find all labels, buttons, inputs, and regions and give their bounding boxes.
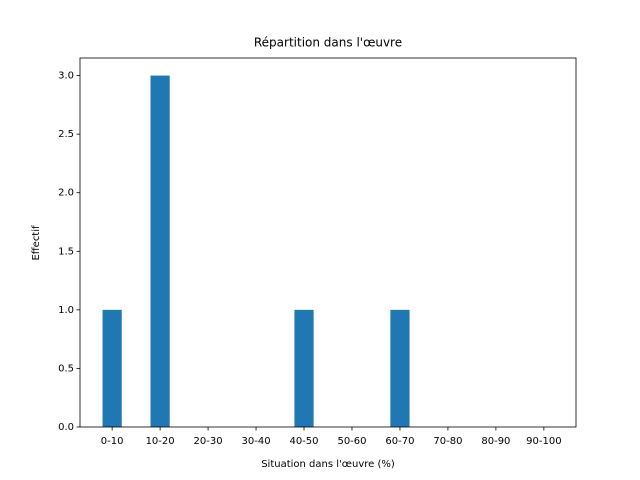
y-tick-label: 0.0: [58, 422, 74, 433]
x-axis-label: Situation dans l'œuvre (%): [261, 459, 395, 470]
y-tick-label: 0.5: [58, 363, 74, 374]
y-tick-label: 2.0: [58, 188, 74, 199]
bar: [150, 75, 170, 428]
y-tick-label: 2.5: [58, 129, 74, 140]
y-axis-label: Effectif: [31, 225, 42, 261]
x-tick-label: 70-80: [433, 436, 462, 447]
bar: [102, 309, 122, 427]
x-tick-label: 50-60: [337, 436, 366, 447]
x-tick-label: 90-100: [526, 436, 561, 447]
y-tick-label: 3.0: [58, 71, 74, 82]
y-tick-label: 1.5: [58, 246, 74, 257]
plot-frame: [79, 57, 577, 428]
x-tick-label: 10-20: [146, 436, 175, 447]
x-tick-label: 30-40: [242, 436, 271, 447]
x-tick-label: 80-90: [481, 436, 510, 447]
bar: [390, 309, 410, 427]
x-tick-label: 40-50: [289, 436, 318, 447]
chart-title: Répartition dans l'œuvre: [254, 36, 402, 50]
x-tick-label: 60-70: [385, 436, 414, 447]
x-tick-label: 20-30: [194, 436, 223, 447]
x-tick-label: 0-10: [101, 436, 124, 447]
y-tick-label: 1.0: [58, 305, 74, 316]
bar: [294, 309, 314, 427]
